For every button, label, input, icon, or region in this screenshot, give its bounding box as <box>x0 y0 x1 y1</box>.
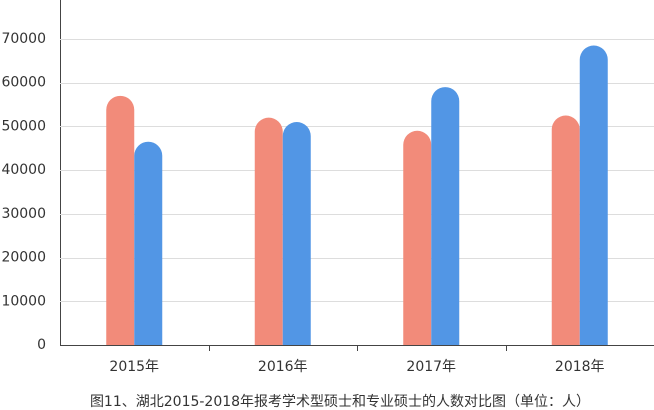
bar <box>551 115 580 345</box>
y-tick-label: 10000 <box>1 293 46 309</box>
bar <box>282 122 311 345</box>
x-tick-label: 2016年 <box>258 359 308 375</box>
bar <box>579 45 608 346</box>
bar <box>134 141 163 345</box>
y-tick-label: 30000 <box>1 206 46 222</box>
y-tick-label: 70000 <box>1 31 46 47</box>
y-tick-label: 40000 <box>1 162 46 178</box>
y-tick-label: 50000 <box>1 118 46 134</box>
y-tick-label: 60000 <box>1 75 46 91</box>
x-tick-label: 2017年 <box>406 359 456 375</box>
chart-caption: 图11、湖北2015-2018年报考学术型硕士和专业硕士的人数对比图（单位：人） <box>90 394 590 410</box>
bar <box>106 95 135 345</box>
bar <box>403 130 432 345</box>
bar <box>431 87 460 345</box>
bar <box>254 117 283 345</box>
y-tick-label: 20000 <box>1 250 46 266</box>
y-tick-label: 0 <box>37 337 46 353</box>
x-tick-label: 2015年 <box>109 359 159 375</box>
x-tick-label: 2018年 <box>555 359 605 375</box>
